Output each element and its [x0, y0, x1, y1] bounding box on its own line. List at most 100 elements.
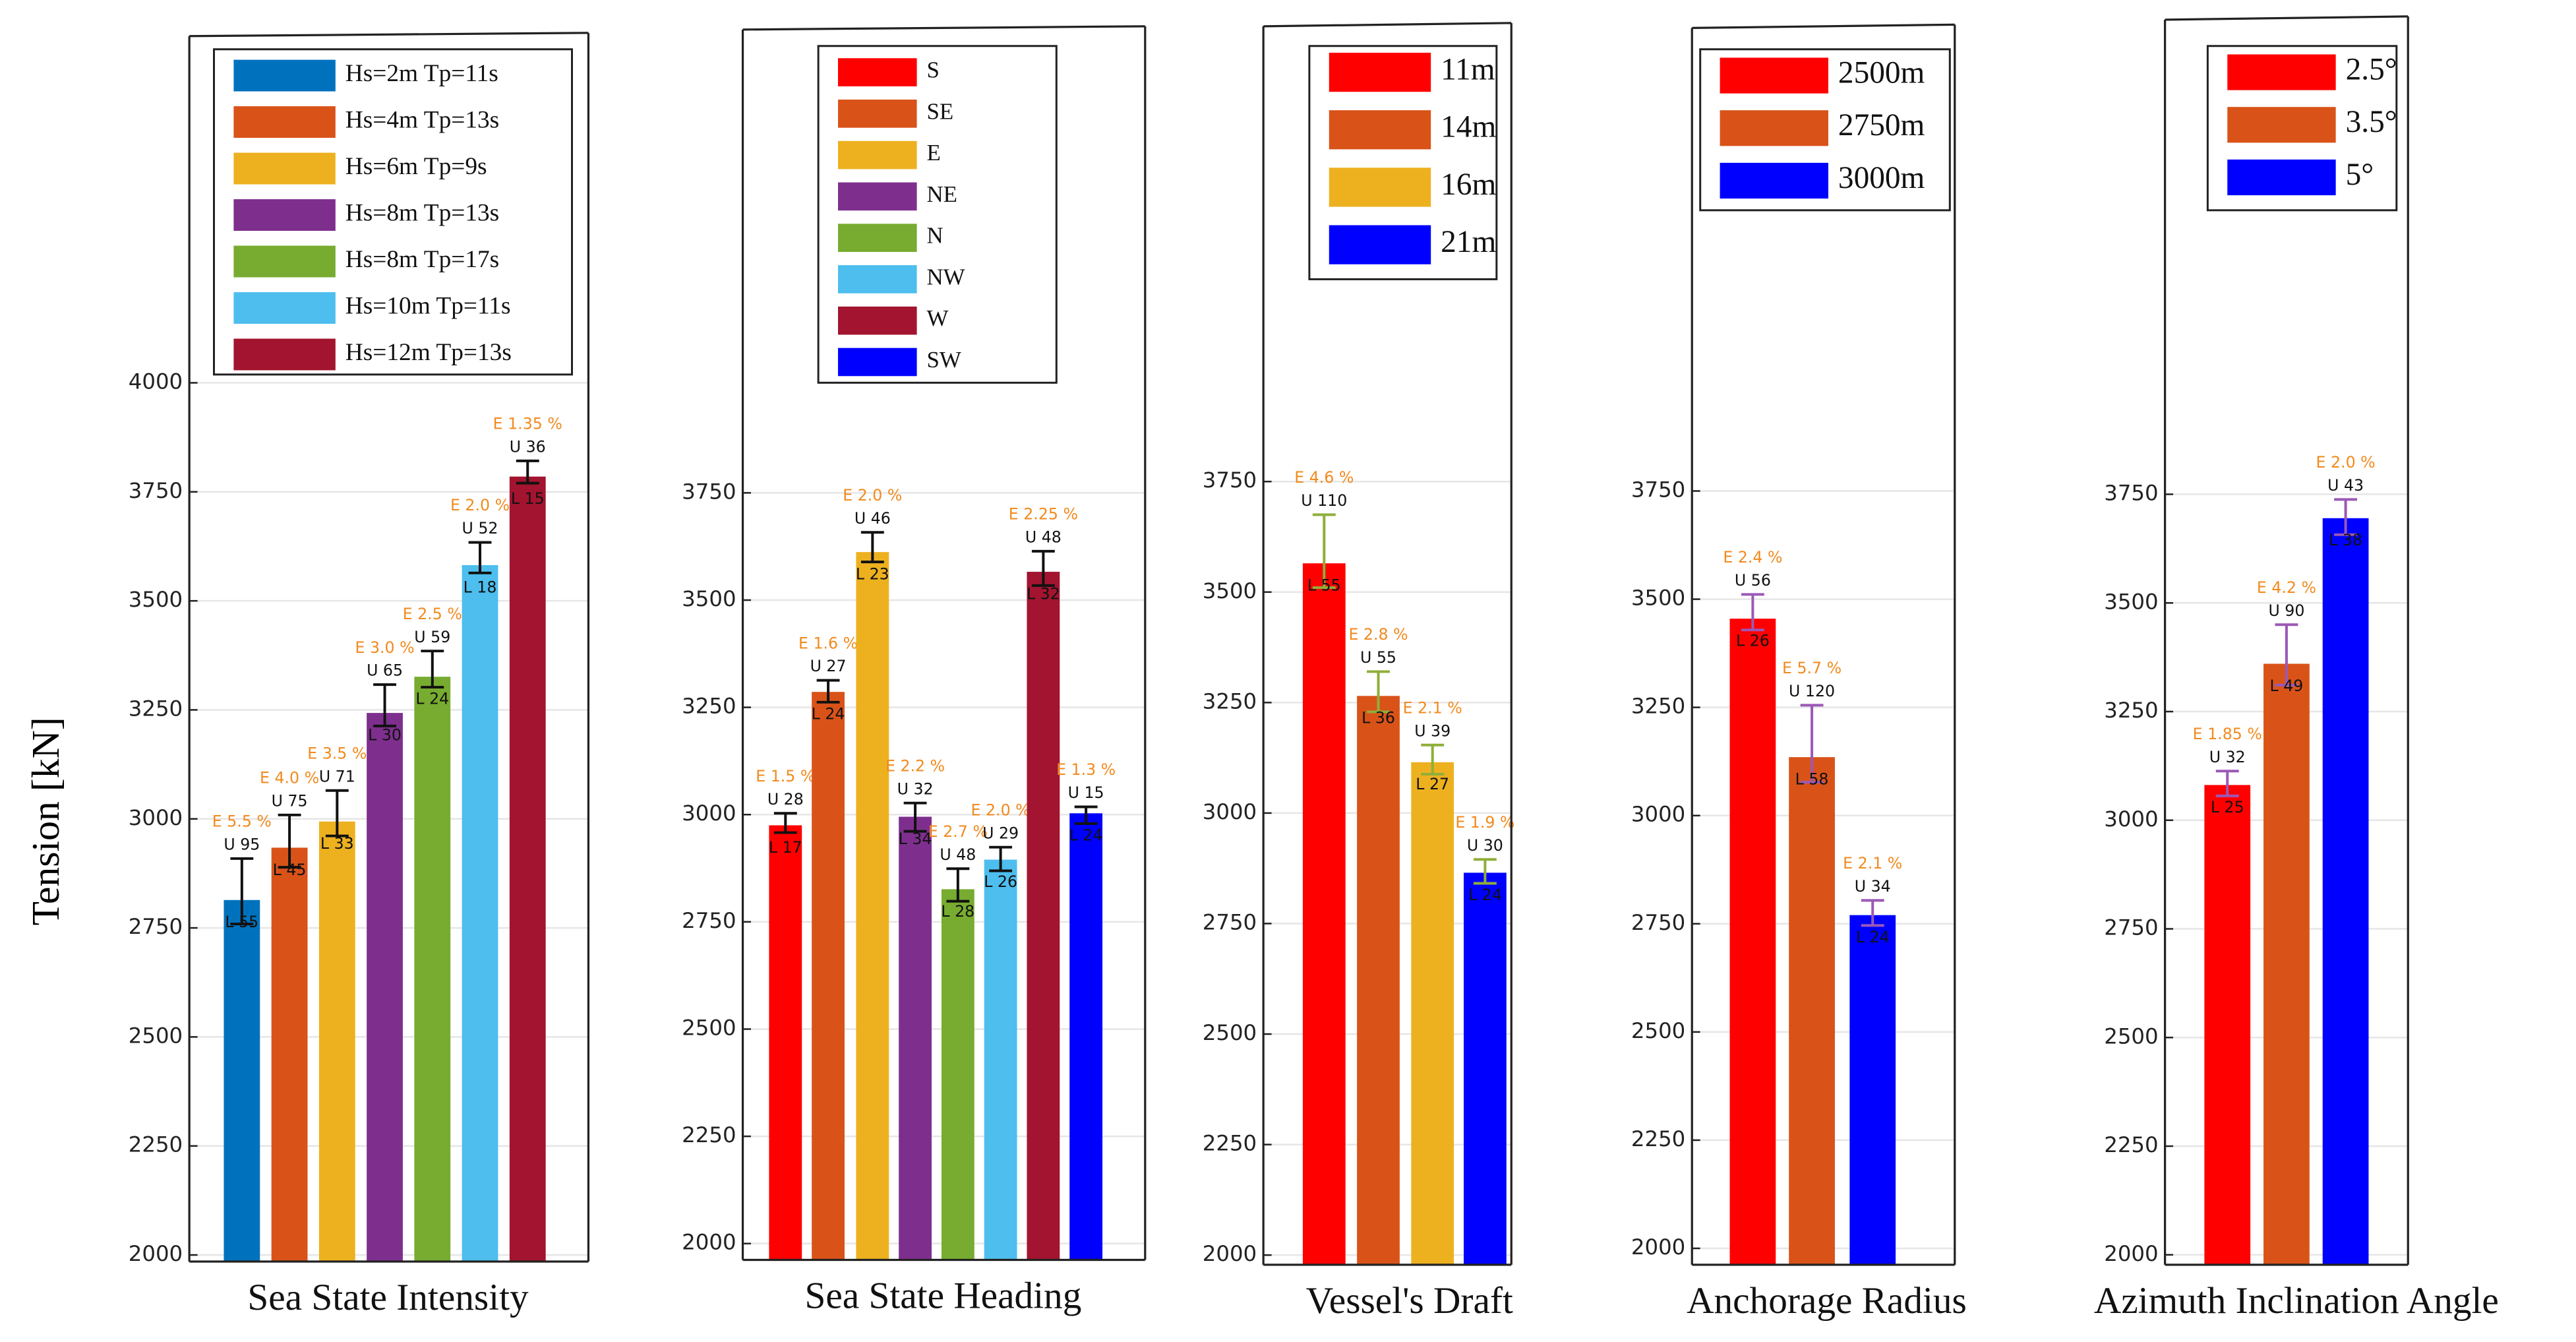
legend-swatch: [233, 152, 336, 185]
error-bar: [1031, 549, 1055, 587]
upper-label: U 120: [1789, 682, 1835, 700]
error-annotation: E 2.0 %: [450, 496, 510, 514]
lower-label: L 34: [899, 830, 932, 848]
error-bar: [230, 857, 254, 926]
error-bar: [1800, 704, 1824, 784]
error-annotation: E 2.5 %: [403, 605, 462, 623]
legend-swatch: [838, 224, 917, 253]
legend-label: Hs=2m Tp=11s: [345, 60, 498, 87]
legend-swatch: [233, 245, 336, 278]
frame-top: [189, 32, 589, 38]
error-annotation: E 1.6 %: [798, 634, 858, 652]
legend-label: SE: [927, 98, 954, 124]
legend-label: 11m: [1441, 52, 1495, 86]
x-axis-label: Sea State Intensity: [247, 1277, 529, 1318]
legend-label: NW: [927, 264, 965, 290]
x-axis-label: Anchorage Radius: [1687, 1280, 1967, 1322]
upper-label: U 55: [1360, 648, 1396, 667]
y-tick-label: 2000: [129, 1241, 183, 1266]
y-tick-label: 3500: [1631, 586, 1685, 611]
lower-label: L 55: [1307, 576, 1341, 595]
y-tick-label: 3250: [1631, 694, 1685, 719]
legend-swatch: [1329, 52, 1431, 92]
error-bar: [2275, 623, 2298, 686]
legend-swatch: [233, 338, 336, 371]
lower-label: L 55: [225, 913, 258, 931]
legend-label: 21m: [1441, 225, 1496, 259]
y-tick-label: 2500: [1203, 1020, 1257, 1045]
y-tick-label: 3250: [1203, 688, 1257, 714]
lower-label: L 25: [2211, 798, 2244, 816]
error-annotation: E 4.0 %: [260, 769, 319, 787]
y-tick-label: 2500: [1631, 1018, 1685, 1043]
lower-label: L 26: [1736, 632, 1770, 650]
upper-label: U 39: [1414, 721, 1451, 740]
legend-label: NE: [927, 181, 957, 207]
y-tick-label: 3750: [682, 479, 736, 504]
y-tick-label: 2250: [682, 1122, 736, 1147]
y-tick-label: 2750: [1203, 909, 1257, 934]
bar: [812, 692, 845, 1260]
upper-label: U 30: [1467, 836, 1503, 855]
bar: [1849, 915, 1896, 1265]
legend-swatch: [1329, 225, 1431, 264]
y-tick-label: 2250: [129, 1132, 183, 1157]
lower-label: L 24: [1069, 826, 1103, 845]
upper-label: U 59: [414, 628, 450, 646]
bar: [318, 821, 355, 1262]
error-annotation: E 2.4 %: [1723, 548, 1782, 566]
bar: [2204, 785, 2251, 1265]
legend-label: 2500m: [1838, 55, 1925, 90]
legend-label: W: [927, 305, 949, 331]
error-annotation: E 2.1 %: [1403, 698, 1462, 717]
y-tick-label: 2250: [1203, 1131, 1257, 1156]
bar: [856, 552, 889, 1260]
error-bar: [421, 650, 444, 689]
lower-label: L 45: [273, 861, 307, 879]
error-annotation: E 1.85 %: [2193, 725, 2262, 743]
error-bar: [1312, 513, 1336, 590]
y-tick-label: 2750: [2104, 915, 2158, 940]
legend-label: Hs=6m Tp=9s: [345, 153, 487, 180]
error-bar: [816, 679, 840, 704]
legend-swatch: [233, 106, 336, 138]
legend-label: SW: [927, 347, 961, 373]
legend-label: 2.5°: [2346, 52, 2397, 86]
bar: [1729, 619, 1776, 1265]
lower-label: L 27: [1416, 775, 1449, 793]
error-bar: [860, 531, 884, 564]
y-tick-label: 3750: [1631, 477, 1685, 503]
y-tick-label: 2750: [1631, 910, 1685, 935]
error-annotation: E 3.5 %: [307, 744, 367, 762]
error-annotation: E 2.0 %: [2316, 453, 2376, 472]
error-bar: [468, 541, 492, 574]
x-axis-label: Azimuth Inclination Angle: [2094, 1280, 2499, 1322]
error-bar: [1421, 743, 1445, 776]
lower-label: L 24: [1468, 886, 1502, 904]
legend-swatch: [838, 348, 917, 377]
upper-label: U 27: [810, 657, 847, 675]
lower-label: L 49: [2270, 677, 2304, 695]
y-tick-label: 2250: [1631, 1126, 1685, 1151]
lower-label: L 24: [812, 705, 845, 723]
y-tick-label: 3000: [129, 805, 183, 830]
y-tick-label: 3500: [682, 586, 736, 611]
bar: [2263, 663, 2310, 1265]
upper-label: U 34: [1855, 877, 1891, 896]
lower-label: L 32: [1027, 584, 1060, 603]
legend-label: 16m: [1441, 168, 1496, 202]
lower-label: L 23: [856, 565, 889, 584]
upper-label: U 36: [510, 437, 546, 456]
legend-label: Hs=8m Tp=17s: [345, 246, 499, 273]
error-annotation: E 5.7 %: [1782, 659, 1842, 677]
y-tick-label: 3250: [2104, 698, 2158, 723]
y-axis-label: Tension [kN]: [24, 717, 67, 925]
error-bar: [325, 789, 349, 838]
error-bar: [773, 812, 797, 834]
error-annotation: E 1.3 %: [1056, 760, 1116, 779]
frame-top: [2165, 15, 2409, 21]
error-bar: [1074, 805, 1098, 825]
legend-swatch: [1329, 110, 1431, 150]
legend-swatch: [838, 58, 917, 86]
error-bar: [1367, 670, 1390, 714]
